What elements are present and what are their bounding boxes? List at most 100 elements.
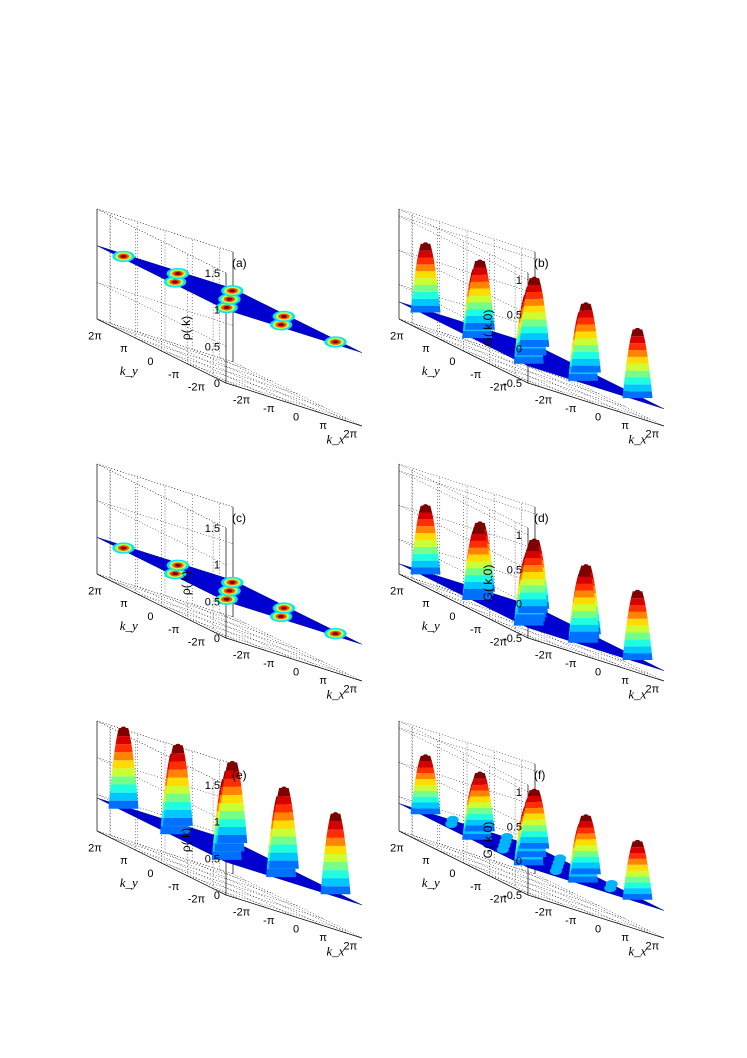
y-tick-label: 0	[147, 356, 153, 368]
z-axis-label: G( k,0)	[481, 310, 495, 347]
peak	[519, 276, 550, 347]
back-wall-grid	[96, 463, 363, 682]
y-tick-label: -π	[168, 624, 180, 636]
x-tick-label: 0	[595, 667, 601, 679]
x-axis-label: k_x	[326, 432, 344, 447]
y-axis-label: k_y	[422, 875, 440, 890]
peak-spot	[324, 336, 347, 348]
peak	[519, 788, 550, 849]
z-tick-label: -0.5	[503, 633, 522, 645]
z-tick-label: -0.5	[503, 378, 522, 390]
peak	[570, 302, 601, 373]
x-tick-label: π	[319, 932, 327, 944]
peak-spot	[166, 559, 190, 571]
y-tick-label: 2π	[88, 842, 102, 854]
y-tick-label: -2π	[490, 382, 508, 394]
z-tick-label: 1.5	[205, 780, 220, 792]
y-tick-label: 2π	[390, 585, 404, 597]
z-tick-label: 0	[516, 344, 522, 356]
y-tick-label: 0	[147, 611, 153, 623]
x-tick-label: π	[319, 675, 327, 687]
peak	[464, 259, 495, 330]
surface-bump	[554, 854, 567, 863]
peak	[517, 542, 548, 613]
panel-label: (d)	[534, 511, 549, 525]
peak-spot	[269, 319, 293, 331]
peak	[410, 504, 441, 575]
peak-spot	[221, 285, 244, 297]
x-tick-label: -π	[263, 658, 275, 670]
panel-label: (e)	[232, 768, 247, 782]
y-tick-label: π	[120, 598, 128, 610]
x-tick-label: π	[621, 420, 629, 432]
y-axis-label: k_y	[120, 618, 138, 633]
x-axis-label: k_x	[628, 687, 646, 702]
peak-spot	[218, 293, 241, 305]
z-axis-label: G( k,0)	[481, 565, 495, 602]
x-tick-label: -π	[565, 403, 577, 415]
peak-spot	[163, 568, 187, 580]
peak	[622, 839, 653, 900]
y-tick-label: -π	[168, 881, 180, 893]
y-tick-label: 2π	[88, 585, 102, 597]
x-tick-label: -π	[263, 915, 275, 927]
y-tick-label: 0	[449, 356, 455, 368]
peak-spot	[112, 542, 135, 554]
z-tick-label: 0	[516, 599, 522, 611]
peak-spot	[272, 602, 296, 614]
y-tick-label: -2π	[490, 894, 508, 906]
y-axis-label: k_y	[120, 875, 138, 890]
y-tick-label: -π	[470, 624, 482, 636]
y-tick-label: π	[422, 598, 430, 610]
x-tick-label: -π	[565, 658, 577, 670]
x-tick-label: 2π	[344, 429, 358, 441]
z-tick-label: 0	[214, 633, 220, 645]
peak-spot	[112, 250, 135, 262]
y-tick-label: -π	[470, 881, 482, 893]
y-tick-label: -2π	[188, 382, 206, 394]
x-tick-label: 2π	[646, 684, 660, 696]
z-tick-label: 1.5	[205, 268, 220, 280]
y-tick-label: 0	[449, 868, 455, 880]
x-tick-label: 0	[595, 924, 601, 936]
z-tick-label: 0.5	[507, 821, 522, 833]
z-tick-label: 0.5	[205, 596, 220, 608]
y-tick-label: π	[422, 343, 430, 355]
panel-label: (b)	[534, 256, 549, 270]
x-tick-label: -π	[565, 915, 577, 927]
y-tick-label: 0	[147, 868, 153, 880]
y-tick-label: π	[422, 855, 430, 867]
panel-label: (a)	[232, 256, 247, 270]
y-tick-label: π	[120, 343, 128, 355]
x-tick-label: -2π	[233, 906, 251, 918]
y-tick-label: -π	[470, 369, 482, 381]
x-tick-label: -2π	[535, 649, 553, 661]
z-axis-label: ρ( k)	[179, 571, 193, 595]
peak	[464, 771, 495, 832]
x-axis-label: k_x	[628, 944, 646, 959]
peak-spot	[166, 267, 190, 280]
x-tick-label: 2π	[344, 684, 358, 696]
x-tick-label: -π	[263, 403, 275, 415]
y-tick-label: 2π	[88, 330, 102, 342]
surface-bump	[605, 880, 618, 888]
z-tick-label: 1	[214, 305, 220, 317]
peak-spot	[163, 276, 187, 288]
x-axis-label: k_x	[628, 432, 646, 447]
y-tick-label: 2π	[390, 842, 404, 854]
x-tick-label: π	[621, 932, 629, 944]
x-tick-label: 2π	[646, 429, 660, 441]
z-tick-label: 0.5	[507, 564, 522, 576]
y-tick-label: 2π	[390, 330, 404, 342]
peak	[320, 812, 351, 895]
z-axis-label: G( k,0)	[481, 822, 495, 859]
panel-label: (f)	[534, 768, 545, 782]
peak	[463, 525, 494, 596]
z-tick-label: -0.5	[503, 890, 522, 902]
peak-spot	[324, 628, 347, 640]
x-tick-label: -2π	[233, 394, 251, 406]
